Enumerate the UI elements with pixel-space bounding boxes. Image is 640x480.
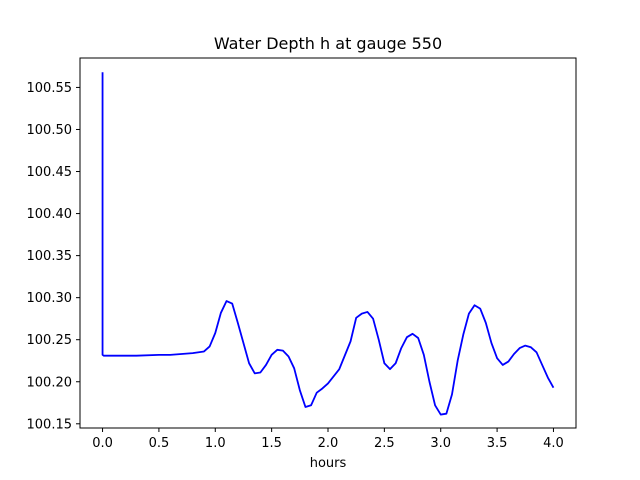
plot-frame (79, 57, 577, 429)
x-tick-label: 2.0 (318, 436, 339, 451)
y-tick-label: 100.25 (27, 333, 73, 348)
x-tick-label: 3.5 (487, 436, 508, 451)
x-tick-label: 2.5 (374, 436, 395, 451)
x-tick-label: 1.5 (261, 436, 282, 451)
y-tick-label: 100.20 (27, 375, 73, 390)
chart-title: Water Depth h at gauge 550 (214, 34, 442, 53)
y-tick-label: 100.40 (27, 207, 73, 222)
x-tick-label: 3.0 (430, 436, 451, 451)
y-tick-label: 100.35 (27, 249, 73, 264)
series-line-water-depth (101, 72, 555, 416)
x-axis-label: hours (310, 456, 347, 471)
y-axis: 100.15 100.20 100.25 100.30 100.35 100.40 100.… (27, 81, 80, 432)
y-tick-label: 100.45 (27, 165, 73, 180)
x-tick-label: 4.0 (543, 436, 564, 451)
y-tick-label: 100.30 (27, 291, 73, 306)
x-axis: 0.0 0.5 1.0 1.5 2.0 2.5 3.0 3.5 4.0 (92, 428, 564, 451)
x-tick-label: 0.5 (149, 436, 170, 451)
y-tick-label: 100.15 (27, 417, 73, 432)
x-tick-label: 1.0 (205, 436, 226, 451)
x-tick-label: 0.0 (92, 436, 113, 451)
y-tick-label: 100.55 (27, 81, 73, 96)
y-tick-label: 100.50 (27, 123, 73, 138)
